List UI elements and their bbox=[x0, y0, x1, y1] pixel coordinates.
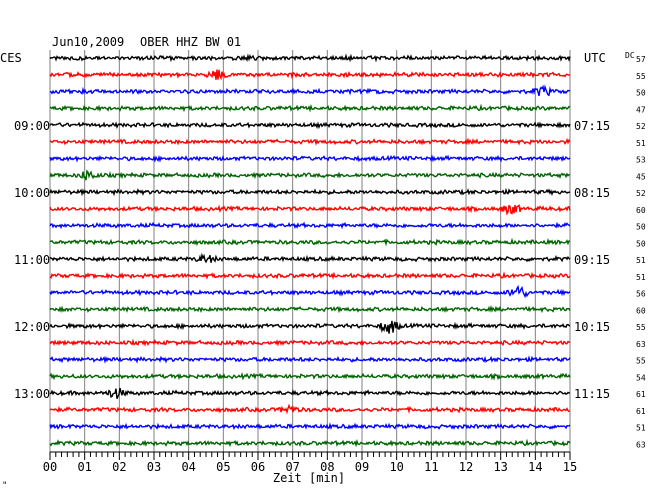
dc-value: 55 bbox=[636, 72, 646, 81]
trace-2 bbox=[49, 84, 571, 97]
trace-12 bbox=[49, 252, 571, 264]
dc-value: 51 bbox=[636, 273, 646, 282]
x-tick-label: 02 bbox=[112, 460, 126, 474]
x-tick-label: 05 bbox=[216, 460, 230, 474]
trace-9 bbox=[49, 204, 571, 216]
left-time-label: 11:00 bbox=[14, 253, 50, 267]
right-time-label: 09:15 bbox=[574, 253, 610, 267]
dc-value: 50 bbox=[636, 239, 646, 248]
trace-5 bbox=[49, 137, 571, 146]
x-tick-label: 04 bbox=[181, 460, 195, 474]
dc-value: 63 bbox=[636, 340, 646, 349]
x-tick-label: 09 bbox=[355, 460, 369, 474]
dc-value: 61 bbox=[636, 390, 646, 399]
dc-value: 47 bbox=[636, 105, 646, 114]
dc-value: 60 bbox=[636, 206, 646, 215]
trace-8 bbox=[49, 187, 571, 197]
dc-value: 60 bbox=[636, 306, 646, 315]
trace-6 bbox=[49, 154, 571, 163]
x-tick-label: 10 bbox=[389, 460, 403, 474]
time-labels: 09:00 10:00 11:00 12:00 13:00 07:15 08:15 09:15… bbox=[14, 119, 610, 401]
x-axis: 00 01 02 03 04 05 06 07 08 09 10 11 12 13 14 15 bbox=[43, 452, 577, 474]
x-tick-label: 14 bbox=[528, 460, 542, 474]
x-tick-label: 13 bbox=[493, 460, 507, 474]
x-tick-label: 01 bbox=[77, 460, 91, 474]
right-timezone-label: UTC bbox=[584, 51, 606, 65]
x-tick-label: 07 bbox=[285, 460, 299, 474]
dc-value: 52 bbox=[636, 122, 646, 131]
x-tick-label: 15 bbox=[563, 460, 577, 474]
trace-3 bbox=[49, 103, 571, 113]
dc-value: 63 bbox=[636, 440, 646, 449]
dc-value: 50 bbox=[636, 89, 646, 98]
right-time-label: 07:15 bbox=[574, 119, 610, 133]
dc-values: 57 55 50 47 52 51 53 45 52 60 50 50 51 51 56 60 55 63 55 54… bbox=[636, 55, 646, 449]
dc-label: DC bbox=[625, 51, 635, 60]
trace-7 bbox=[49, 169, 571, 181]
trace-16 bbox=[49, 320, 571, 334]
trace-15 bbox=[49, 304, 571, 314]
right-time-label: 08:15 bbox=[574, 186, 610, 200]
dc-value: 53 bbox=[636, 156, 646, 165]
right-time-label: 10:15 bbox=[574, 320, 610, 334]
dc-value: 51 bbox=[636, 256, 646, 265]
x-tick-label: 08 bbox=[320, 460, 334, 474]
dc-value: 50 bbox=[636, 223, 646, 232]
trace-11 bbox=[49, 237, 571, 247]
x-axis-label: Zeit [min] bbox=[273, 471, 345, 485]
trace-20 bbox=[49, 387, 571, 399]
trace-18 bbox=[49, 355, 571, 364]
dc-value: 55 bbox=[636, 357, 646, 366]
left-time-label: 09:00 bbox=[14, 119, 50, 133]
header-date: Jun10,2009 bbox=[52, 35, 124, 49]
trace-0 bbox=[49, 53, 571, 63]
left-timezone-label: CES bbox=[0, 51, 22, 65]
x-tick-label: 00 bbox=[43, 460, 57, 474]
trace-23 bbox=[49, 438, 571, 448]
dc-value: 61 bbox=[636, 407, 646, 416]
dc-value: 54 bbox=[636, 373, 646, 382]
left-time-label: 13:00 bbox=[14, 387, 50, 401]
trace-13 bbox=[49, 271, 571, 280]
trace-21 bbox=[49, 403, 571, 415]
dc-value: 45 bbox=[636, 172, 646, 181]
dc-value: 51 bbox=[636, 139, 646, 148]
dc-value: 52 bbox=[636, 189, 646, 198]
trace-1 bbox=[49, 69, 571, 81]
dc-value: 56 bbox=[636, 290, 646, 299]
trace-22 bbox=[49, 422, 571, 431]
left-time-label: 12:00 bbox=[14, 320, 50, 334]
left-time-label: 10:00 bbox=[14, 186, 50, 200]
trace-19 bbox=[49, 372, 571, 381]
dc-value: 55 bbox=[636, 323, 646, 332]
footer-mark: " bbox=[2, 481, 7, 491]
x-tick-label: 11 bbox=[424, 460, 438, 474]
x-tick-label: 06 bbox=[251, 460, 265, 474]
dc-value: 51 bbox=[636, 424, 646, 433]
traces bbox=[49, 53, 571, 448]
header-station: OBER HHZ BW 01 bbox=[140, 35, 241, 49]
x-tick-label: 03 bbox=[147, 460, 161, 474]
trace-4 bbox=[49, 121, 571, 130]
dc-value: 57 bbox=[636, 55, 646, 64]
trace-14 bbox=[49, 284, 571, 299]
trace-17 bbox=[49, 338, 571, 347]
grid bbox=[49, 50, 571, 453]
right-time-label: 11:15 bbox=[574, 387, 610, 401]
trace-10 bbox=[49, 221, 571, 230]
x-tick-label: 12 bbox=[459, 460, 473, 474]
